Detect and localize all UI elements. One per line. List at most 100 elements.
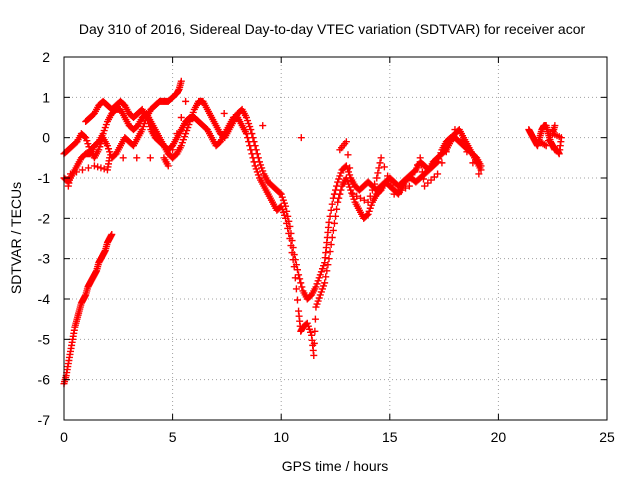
data-point-marker: [368, 186, 376, 194]
data-point-marker: [463, 148, 471, 156]
data-point-marker: [373, 174, 381, 182]
data-point-marker: [283, 207, 291, 215]
data-point-marker: [177, 77, 185, 85]
y-tick-label: -5: [38, 331, 51, 347]
data-point-marker: [377, 154, 385, 162]
data-point-marker: [293, 296, 301, 304]
plot-frame: [63, 56, 608, 421]
data-point-marker: [371, 180, 379, 188]
x-tick-label: 0: [60, 429, 68, 445]
data-point-marker: [247, 126, 255, 134]
data-point-marker: [349, 190, 357, 198]
data-point-marker: [297, 279, 305, 287]
data-point-marker: [375, 164, 383, 172]
data-point-marker: [380, 163, 388, 171]
data-point-marker: [321, 279, 329, 287]
data-point-marker: [326, 248, 334, 256]
data-point-marker: [469, 159, 477, 167]
series-segment-upper-c: [82, 97, 485, 359]
data-point-marker: [332, 212, 339, 220]
data-point-marker: [282, 214, 290, 222]
data-point-marker: [342, 138, 350, 146]
data-point-marker: [283, 219, 291, 227]
data-point-marker: [291, 274, 299, 282]
data-point-marker: [417, 161, 425, 169]
data-point-marker: [434, 170, 442, 178]
data-point-marker: [405, 182, 413, 190]
data-point-marker: [285, 229, 293, 237]
data-point-marker: [457, 137, 465, 145]
x-tick-label: 25: [599, 429, 615, 445]
data-point-marker: [324, 261, 332, 269]
data-point-marker: [334, 198, 342, 206]
data-point-marker: [416, 154, 424, 162]
y-tick-label: -6: [38, 372, 51, 388]
data-point-marker: [249, 154, 257, 162]
data-point-marker: [408, 175, 416, 183]
data-point-marker: [250, 158, 258, 166]
data-point-marker: [173, 130, 181, 138]
data-point-marker: [67, 170, 75, 178]
data-point-marker: [292, 285, 300, 293]
series-segment-late: [525, 122, 565, 158]
data-point-marker: [242, 130, 250, 138]
data-point-marker: [97, 164, 105, 172]
chart-title: Day 310 of 2016, Sidereal Day-to-day VTE…: [79, 21, 586, 37]
data-point-marker: [325, 255, 333, 263]
data-point-marker: [297, 134, 305, 142]
data-point-marker: [177, 114, 185, 121]
data-point-marker: [310, 351, 318, 359]
data-point-marker: [477, 162, 485, 170]
data-point-marker: [146, 154, 154, 162]
data-point-marker: [106, 154, 114, 162]
tick-labels: 0 5 10 15 20 25 -7 -6 -5 -4 -3 -2 -1 0 1 2: [38, 49, 615, 445]
data-point-marker: [84, 164, 92, 172]
data-point-marker: [276, 189, 284, 197]
data-points: [60, 77, 565, 388]
data-point-marker: [78, 166, 86, 174]
data-point-marker: [398, 186, 406, 194]
data-point-marker: [451, 126, 459, 134]
data-point-marker: [287, 242, 295, 250]
data-point-marker: [537, 139, 545, 147]
data-point-marker: [286, 235, 294, 242]
data-point-marker: [290, 263, 298, 271]
data-point-marker: [325, 218, 333, 226]
x-axis-label: GPS time / hours: [282, 458, 389, 474]
data-point-marker: [247, 146, 255, 154]
x-tick-label: 15: [382, 429, 398, 445]
gridlines: [64, 57, 607, 420]
data-point-marker: [296, 275, 304, 283]
data-point-marker: [311, 327, 319, 335]
data-point-marker: [220, 109, 228, 117]
axis-ticks: [63, 56, 608, 421]
data-point-marker: [246, 142, 254, 150]
data-point-marker: [244, 134, 252, 142]
data-point-marker: [384, 172, 392, 180]
data-point-marker: [322, 273, 330, 281]
data-point-marker: [475, 170, 483, 178]
data-point-marker: [366, 192, 374, 200]
y-tick-label: -2: [38, 210, 51, 226]
data-point-marker: [119, 154, 127, 162]
data-point-marker: [346, 164, 354, 172]
data-point-marker: [394, 188, 402, 196]
data-point-marker: [288, 249, 296, 257]
data-point-marker: [447, 137, 455, 145]
x-tick-label: 5: [169, 429, 177, 445]
data-point-marker: [411, 168, 419, 176]
data-point-marker: [335, 194, 343, 202]
y-tick-label: -7: [38, 412, 51, 428]
data-point-marker: [72, 168, 80, 176]
data-point-marker: [330, 219, 338, 227]
data-point-marker: [347, 177, 355, 185]
data-point-marker: [284, 224, 292, 232]
data-point-marker: [245, 138, 253, 146]
data-point-marker: [328, 200, 336, 208]
data-point-marker: [551, 122, 559, 130]
data-point-marker: [353, 192, 361, 200]
data-point-marker: [547, 132, 555, 140]
data-point-marker: [376, 159, 384, 167]
data-point-marker: [289, 256, 297, 264]
